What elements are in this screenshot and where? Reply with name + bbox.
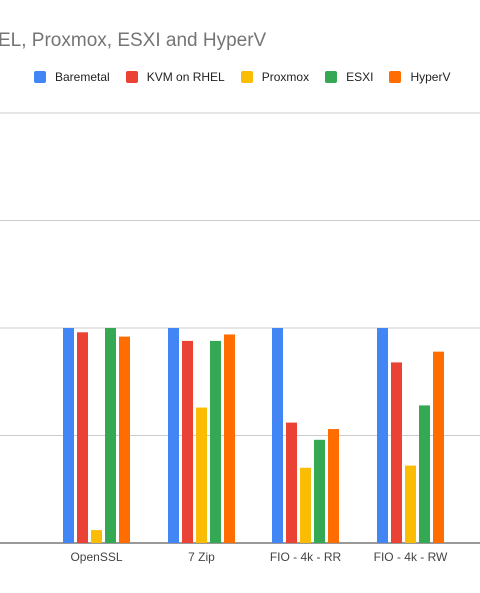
legend-swatch bbox=[125, 71, 138, 83]
legend-label: Proxmox bbox=[261, 70, 310, 84]
legend: Baremetal KVM on RHEL Proxmox ESXI HyperV bbox=[34, 70, 466, 84]
bar bbox=[300, 467, 311, 543]
legend-label: KVM on RHEL bbox=[146, 70, 225, 84]
bar bbox=[196, 407, 207, 543]
bar bbox=[272, 328, 283, 543]
x-tick-label: FIO - 4k - RR bbox=[270, 550, 342, 564]
legend-item: HyperV bbox=[389, 70, 450, 84]
x-tick-label: 7 Zip bbox=[188, 550, 215, 564]
bar bbox=[63, 328, 74, 543]
bar bbox=[224, 334, 235, 543]
bar bbox=[286, 422, 297, 543]
x-tick-label: FIO - 4k - RW bbox=[374, 550, 448, 564]
legend-item: ESXI bbox=[325, 70, 373, 84]
bar bbox=[119, 336, 130, 543]
legend-swatch bbox=[325, 71, 338, 83]
bar bbox=[419, 405, 430, 543]
x-tick-label: OpenSSL bbox=[70, 550, 122, 564]
bar bbox=[377, 328, 388, 543]
bar bbox=[391, 362, 402, 543]
legend-swatch bbox=[240, 71, 253, 83]
legend-item: Proxmox bbox=[240, 70, 310, 84]
bar bbox=[105, 328, 116, 543]
bar bbox=[328, 429, 339, 543]
bar bbox=[210, 340, 221, 543]
legend-item: Baremetal bbox=[34, 70, 110, 84]
bar bbox=[433, 351, 444, 543]
legend-item: KVM on RHEL bbox=[125, 70, 225, 84]
bar bbox=[314, 439, 325, 543]
bar bbox=[91, 530, 102, 543]
bar bbox=[405, 465, 416, 543]
bar bbox=[77, 332, 88, 543]
bar bbox=[168, 328, 179, 543]
bar bbox=[182, 340, 193, 543]
legend-swatch bbox=[389, 71, 402, 83]
legend-label: Baremetal bbox=[55, 70, 110, 84]
legend-label: ESXI bbox=[346, 70, 374, 84]
legend-swatch bbox=[34, 71, 46, 83]
chart-title: EL, Proxmox, ESXI and HyperV bbox=[0, 30, 267, 51]
legend-label: HyperV bbox=[410, 70, 451, 84]
